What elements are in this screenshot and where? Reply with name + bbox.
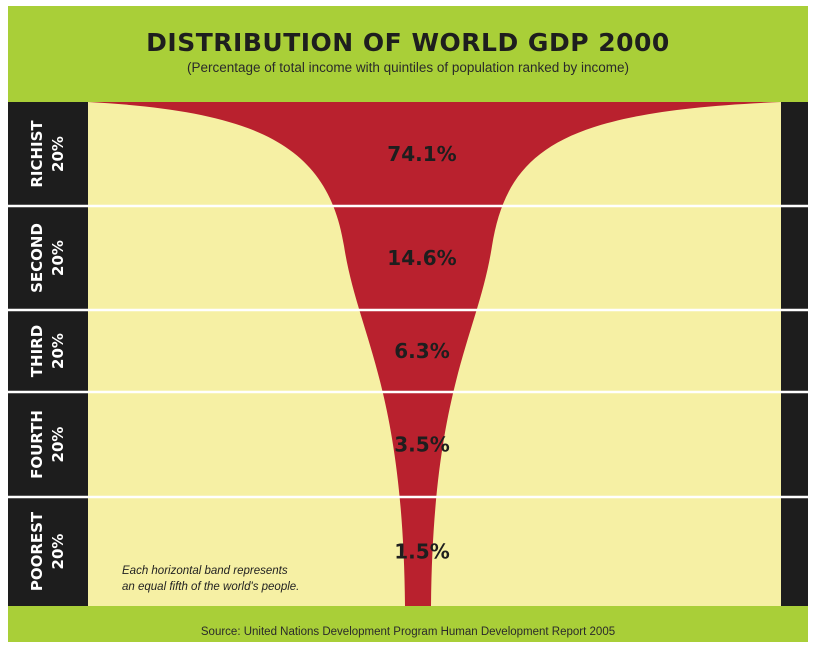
band-value-label: 14.6% <box>387 246 456 270</box>
funnel-shape <box>88 102 781 606</box>
band-value-label: 3.5% <box>394 433 449 457</box>
right-side-bar <box>781 102 808 606</box>
band-label-name: FOURTH <box>28 410 46 479</box>
band-label-share: 20% <box>49 136 67 172</box>
funnel-chart: RICHIST 20% 74.1%SECOND 20% 14.6%THIRD 20% 6.3… <box>8 102 808 606</box>
band-label-name: POOREST <box>28 511 46 591</box>
band-label-name: SECOND <box>28 223 46 293</box>
band-label-share: 20% <box>49 240 67 276</box>
chart-title: DISTRIBUTION OF WORLD GDP 2000 <box>146 28 670 57</box>
band-label-share: 20% <box>49 534 67 570</box>
band-value-label: 6.3% <box>394 339 449 363</box>
band-label-name: RICHIST <box>28 120 46 188</box>
band-label-name: THIRD <box>28 325 46 377</box>
note-line-2: an equal fifth of the world's people. <box>122 581 299 593</box>
chart-source: Source: United Nations Development Progr… <box>200 626 616 638</box>
band-value-label: 74.1% <box>387 142 456 166</box>
band-label-share: 20% <box>49 333 67 369</box>
band-value-label: 1.5% <box>394 540 449 564</box>
band-label-share: 20% <box>49 427 67 463</box>
chart-subtitle: (Percentage of total income with quintil… <box>187 60 629 75</box>
chart-frame: DISTRIBUTION OF WORLD GDP 2000 (Percenta… <box>8 6 808 642</box>
note-line-1: Each horizontal band represents <box>122 565 288 577</box>
left-label-bar <box>8 102 88 606</box>
